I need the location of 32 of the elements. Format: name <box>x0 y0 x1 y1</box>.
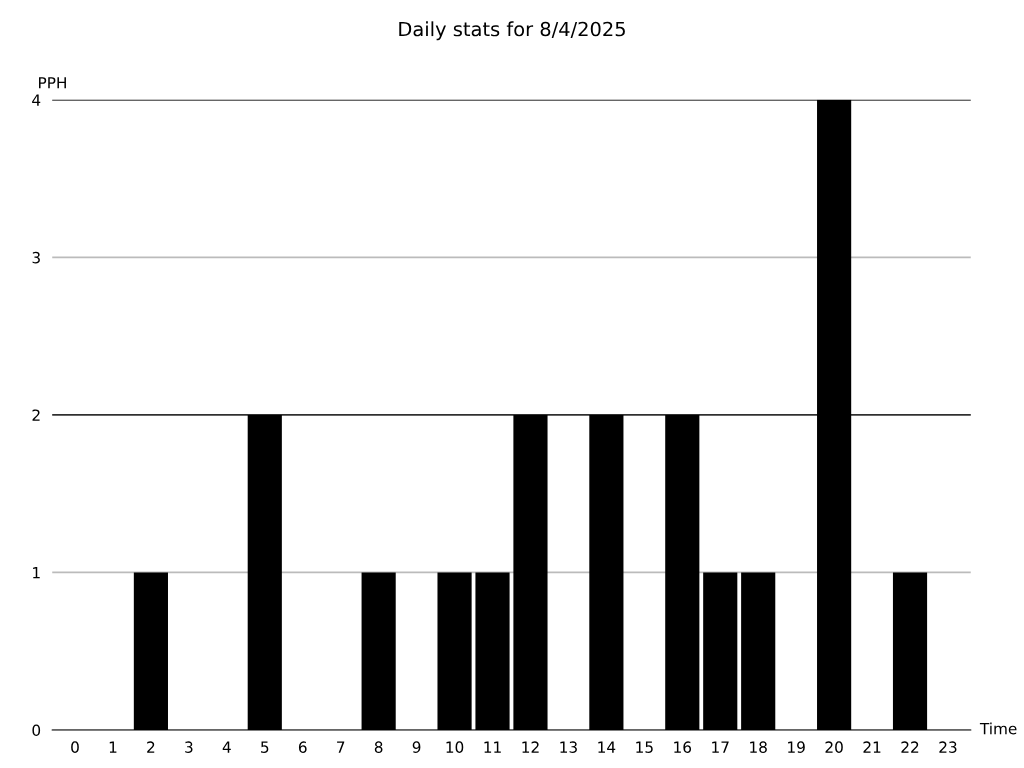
x-tick-label: 10 <box>446 741 464 753</box>
x-tick-label: 22 <box>901 741 919 753</box>
x-tick-label: 4 <box>222 741 231 753</box>
y-tick-label: 3 <box>32 251 40 264</box>
x-tick-label: 3 <box>185 741 193 753</box>
y-tick-label: 4 <box>32 94 41 106</box>
x-tick-label: 6 <box>298 741 307 753</box>
y-tick-label: 0 <box>32 724 41 737</box>
x-tick-label: 0 <box>71 741 79 753</box>
x-tick-label: 9 <box>412 741 421 753</box>
x-tick-label: 11 <box>484 741 501 753</box>
y-axis-title: PPH <box>39 77 66 89</box>
x-tick-label: 18 <box>750 741 767 753</box>
x-tick-label: 15 <box>636 741 653 753</box>
x-axis-title: Time <box>979 722 1017 735</box>
x-tick-label: 21 <box>863 741 881 753</box>
x-tick-label: 2 <box>147 741 155 753</box>
chart-title: Daily stats for 8/4/2025 <box>399 21 625 41</box>
y-tick-label: 2 <box>32 409 40 421</box>
x-tick-label: 7 <box>337 741 345 753</box>
x-tick-label: 20 <box>825 741 843 753</box>
x-tick-label: 23 <box>939 741 957 753</box>
x-tick-label: 12 <box>522 741 539 753</box>
x-tick-label: 8 <box>374 741 383 753</box>
x-tick-label: 1 <box>109 741 117 753</box>
x-tick-label: 19 <box>788 741 805 753</box>
x-tick-label: 14 <box>598 741 616 753</box>
y-tick-label: 1 <box>33 567 40 579</box>
x-tick-label: 16 <box>674 741 692 753</box>
x-tick-label: 5 <box>261 741 269 753</box>
x-tick-label: 17 <box>712 741 729 753</box>
x-tick-label: 13 <box>560 741 577 753</box>
